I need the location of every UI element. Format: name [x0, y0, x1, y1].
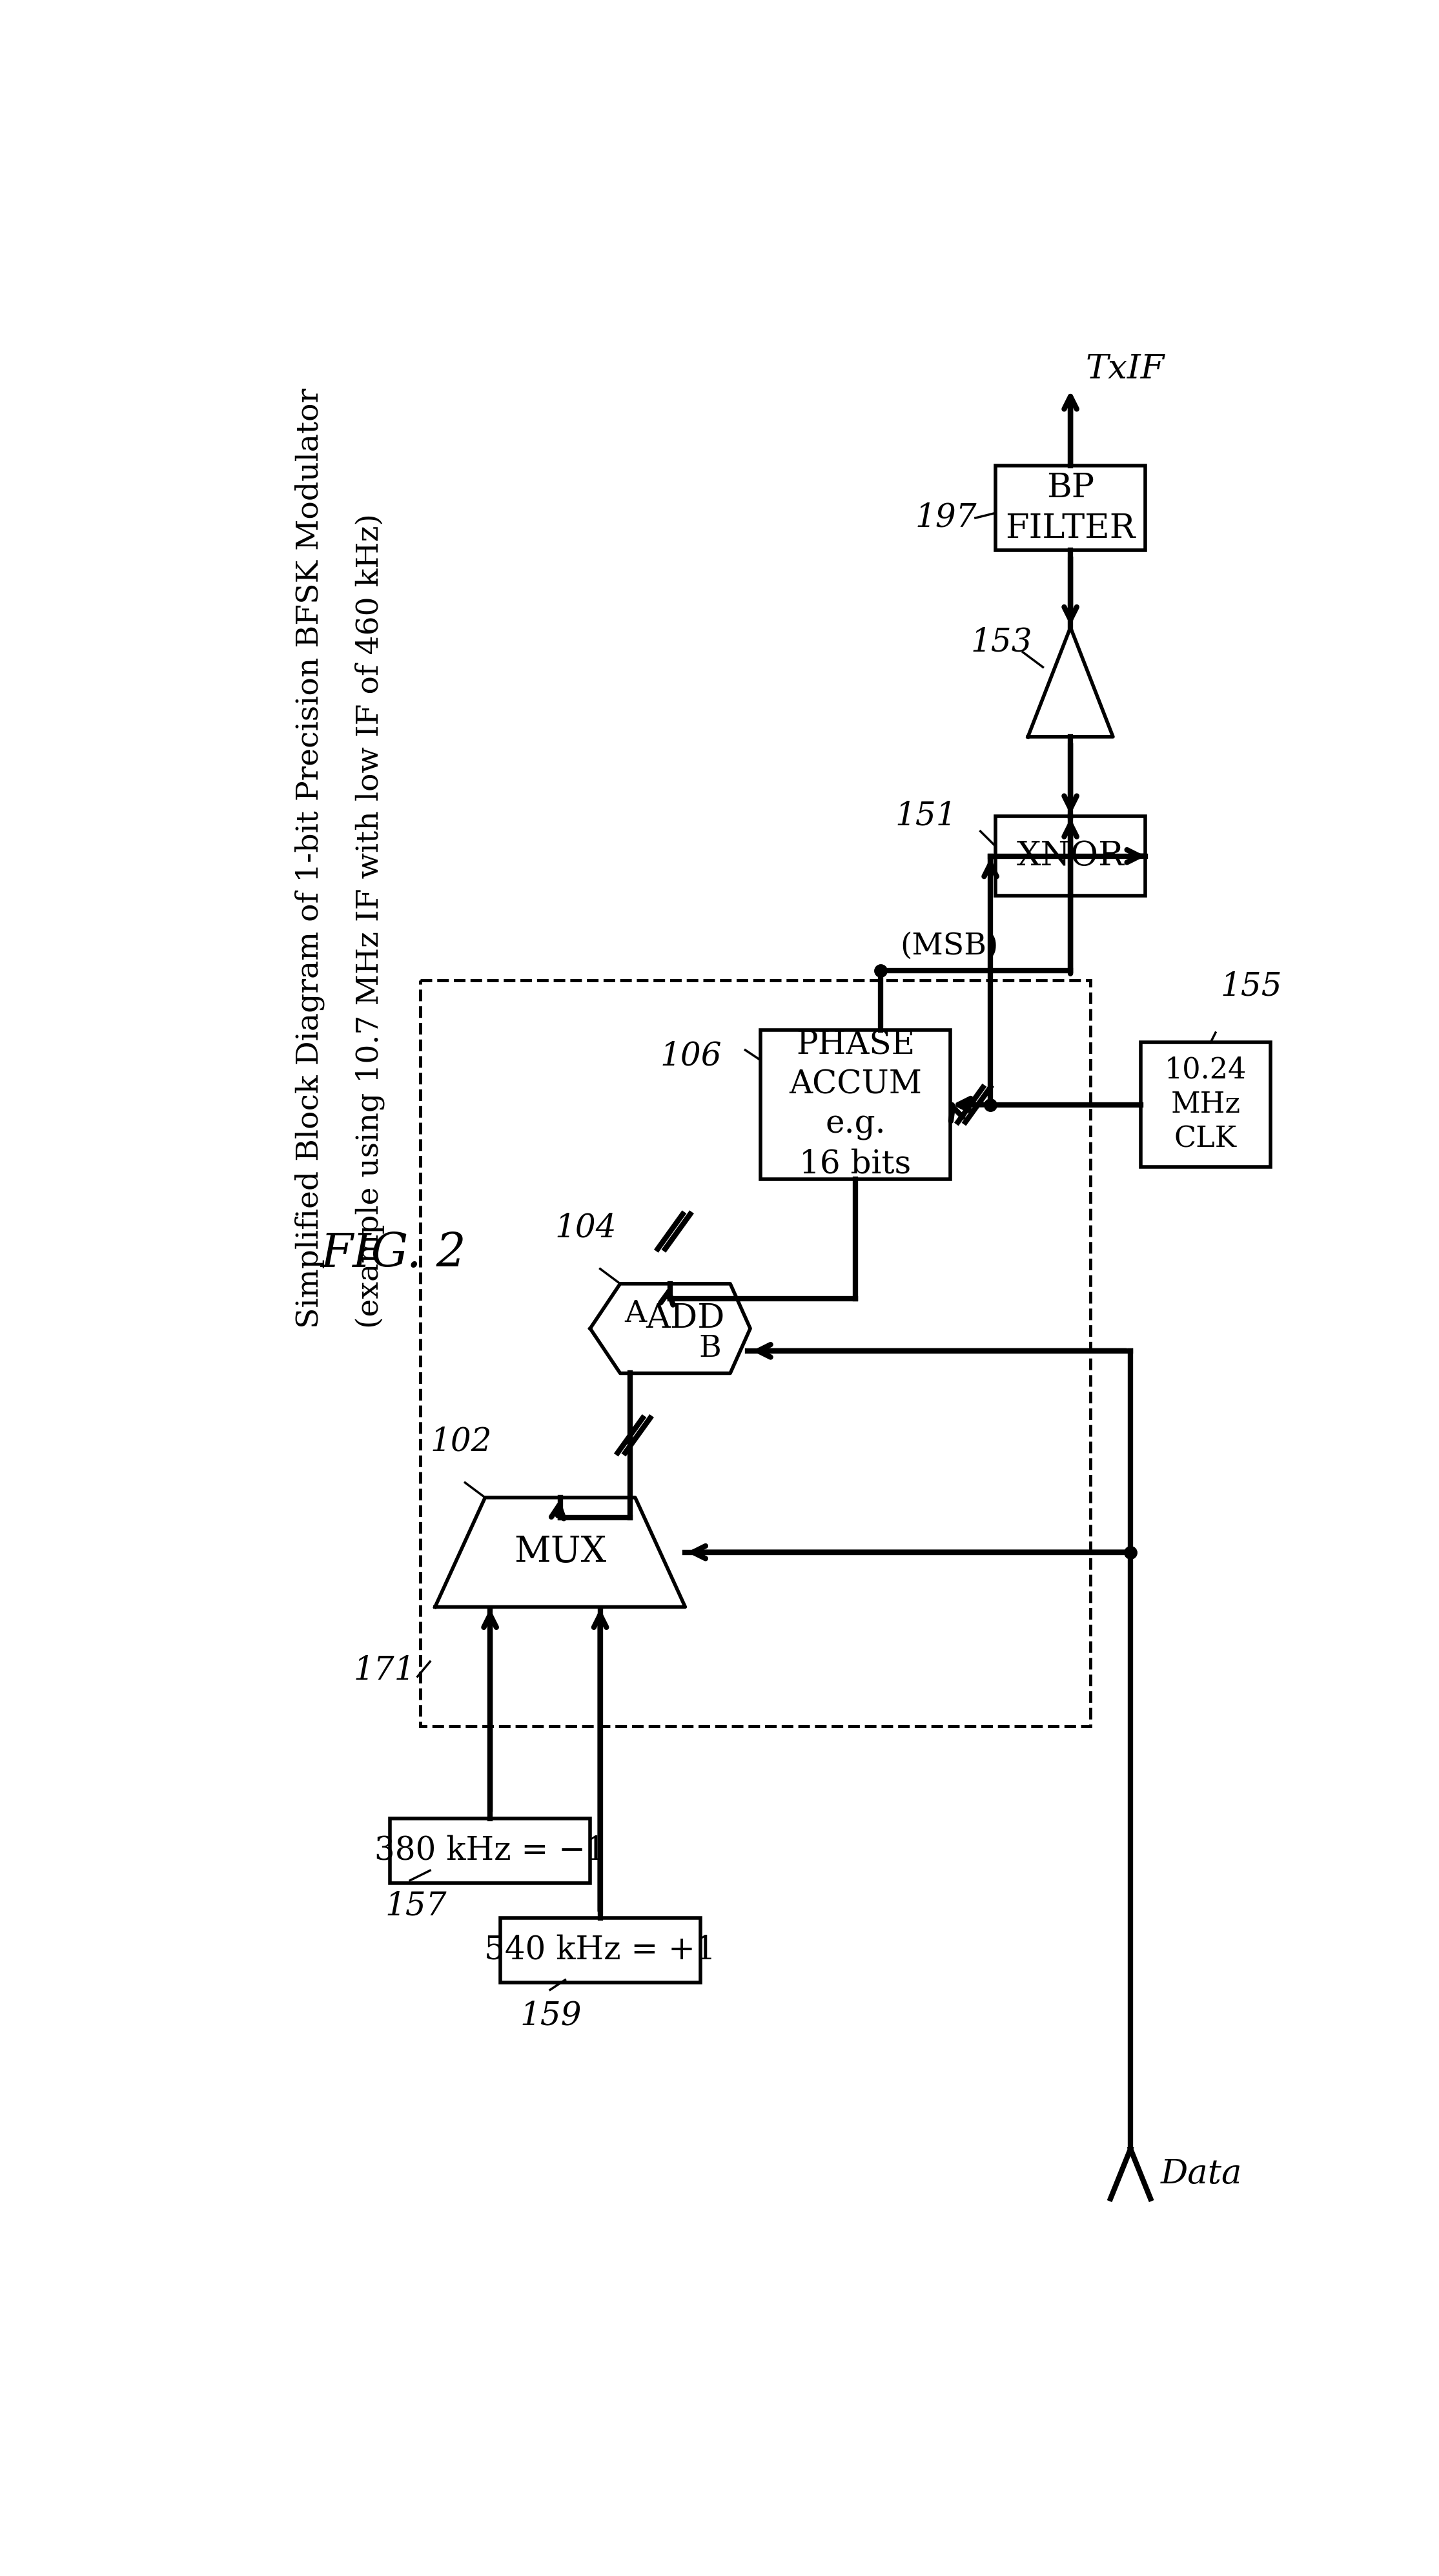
- Text: 155: 155: [1220, 971, 1282, 1002]
- Text: TxIF: TxIF: [1085, 353, 1164, 386]
- Text: 106: 106: [661, 1041, 722, 1072]
- Text: 159: 159: [519, 1999, 581, 2032]
- Text: 171: 171: [354, 1654, 414, 1687]
- Text: 10.24
MHz
CLK: 10.24 MHz CLK: [1164, 1056, 1246, 1154]
- Text: 157: 157: [386, 1891, 446, 1922]
- Polygon shape: [435, 1497, 685, 1607]
- Polygon shape: [590, 1283, 750, 1373]
- Bar: [420, 981, 1091, 1726]
- Bar: [760, 1030, 950, 1180]
- Text: 197: 197: [915, 502, 977, 533]
- Text: MUX: MUX: [514, 1535, 606, 1569]
- Text: 380 kHz = −1: 380 kHz = −1: [374, 1834, 606, 1868]
- Text: 151: 151: [895, 801, 957, 832]
- Bar: [501, 1917, 701, 1984]
- Text: Data: Data: [1160, 2156, 1242, 2190]
- Text: 104: 104: [555, 1213, 617, 1244]
- Bar: [996, 466, 1145, 551]
- Text: B: B: [699, 1334, 721, 1363]
- Text: 153: 153: [970, 626, 1032, 659]
- Text: XNOR: XNOR: [1016, 840, 1124, 873]
- Text: A: A: [625, 1298, 646, 1329]
- Text: ADD: ADD: [646, 1301, 725, 1334]
- Bar: [996, 817, 1145, 896]
- Polygon shape: [1027, 629, 1112, 737]
- Bar: [1141, 1043, 1271, 1167]
- Text: (example using 10.7 MHz IF with low IF of 460 kHz): (example using 10.7 MHz IF with low IF o…: [355, 513, 386, 1329]
- Text: 540 kHz = +1: 540 kHz = +1: [485, 1935, 717, 1965]
- Text: 102: 102: [430, 1427, 492, 1458]
- Bar: [390, 1819, 590, 1883]
- Text: Simplified Block Diagram of 1-bit Precision BFSK Modulator: Simplified Block Diagram of 1-bit Precis…: [295, 389, 325, 1329]
- Text: PHASE
ACCUM
e.g.
16 bits: PHASE ACCUM e.g. 16 bits: [789, 1030, 922, 1180]
- Text: FIG. 2: FIG. 2: [319, 1231, 466, 1278]
- Text: BP
FILTER: BP FILTER: [1006, 471, 1135, 546]
- Text: (MSB): (MSB): [901, 933, 999, 961]
